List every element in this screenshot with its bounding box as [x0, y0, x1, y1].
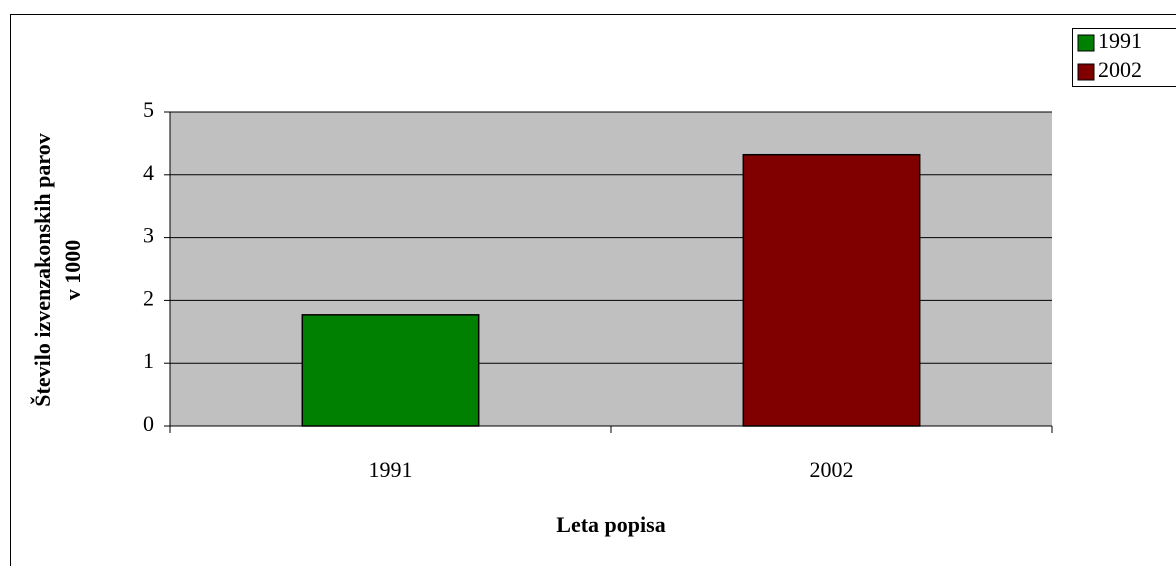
- y-axis-title-line: v 1000: [60, 240, 85, 301]
- y-tick-label: 4: [143, 160, 154, 185]
- y-tick-label: 0: [143, 411, 154, 436]
- x-axis-title: Leta popisa: [556, 512, 665, 537]
- y-tick-label: 2: [143, 285, 154, 310]
- y-tick-label: 5: [143, 97, 154, 122]
- legend-label: 2002: [1098, 57, 1142, 82]
- legend-swatch: [1077, 34, 1095, 52]
- y-tick-label: 3: [143, 223, 154, 248]
- legend-label: 1991: [1098, 28, 1142, 53]
- y-axis-title-line: Število izvenzakonskih parov: [30, 133, 55, 406]
- x-tick-label: 2002: [810, 457, 854, 482]
- x-tick-label: 1991: [369, 457, 413, 482]
- bar: [742, 153, 921, 427]
- y-axis-title: Število izvenzakonskih parov v 1000: [30, 133, 85, 406]
- y-tick-label: 1: [143, 348, 154, 373]
- legend-swatch: [1077, 63, 1095, 81]
- bar: [301, 314, 480, 427]
